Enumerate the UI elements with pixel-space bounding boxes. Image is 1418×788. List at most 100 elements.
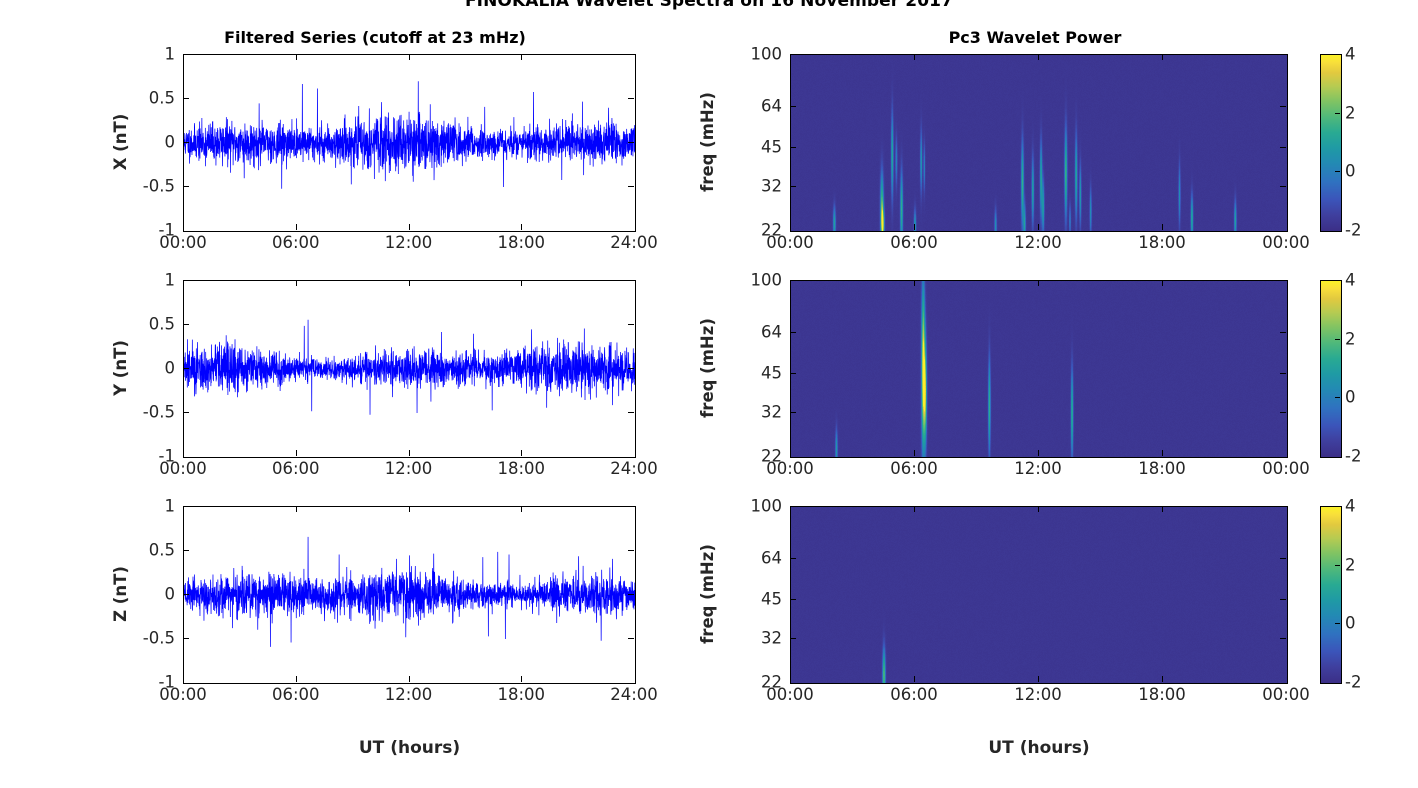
ytick-mark <box>1280 557 1286 559</box>
xtick-label: 00:00 <box>766 459 814 478</box>
yaxis-label-z: Z (nT) <box>111 566 130 622</box>
xtick-label: 06:00 <box>271 233 320 252</box>
xtick-label: 12:00 <box>1014 233 1062 252</box>
timeseries-plot-x[interactable] <box>183 54 636 232</box>
ytick-label: 22 <box>761 446 782 466</box>
xtick-mark <box>521 676 523 682</box>
colorbar-row3[interactable] <box>1320 506 1342 684</box>
ytick-label: 0.5 <box>148 314 175 334</box>
colorbar-tick-label: 4 <box>1345 270 1356 290</box>
wavelet-power-image <box>791 507 1287 683</box>
ytick-label: 100 <box>750 496 783 516</box>
xtick-mark <box>408 506 410 512</box>
xtick-mark <box>408 224 410 230</box>
timeseries-trace <box>184 536 635 647</box>
xtick-mark <box>295 450 297 456</box>
xtick-mark <box>914 450 915 456</box>
ytick-mark <box>628 638 634 639</box>
spectra-title-row1: Pc3 Wavelet Power <box>948 28 1122 47</box>
xtick-mark <box>1038 676 1039 682</box>
colorbar-tick-label: 0 <box>1345 161 1356 181</box>
ytick-mark <box>790 638 796 640</box>
timeseries-plot-z[interactable] <box>183 506 636 684</box>
xtick-label: 12:00 <box>1014 459 1062 478</box>
ytick-mark <box>183 368 189 369</box>
xtick-mark <box>408 54 410 60</box>
ytick-mark <box>628 550 634 551</box>
xtick-mark <box>408 676 410 682</box>
xtick-mark <box>914 54 915 60</box>
xtick-mark <box>1038 506 1039 512</box>
ytick-label: 45 <box>761 363 782 383</box>
xtick-mark <box>1162 450 1163 456</box>
colorbar-tick-label: 2 <box>1345 555 1356 575</box>
ytick-mark <box>183 638 189 639</box>
xtick-mark <box>914 280 915 286</box>
colorbar-tick-label: 2 <box>1345 103 1356 123</box>
yaxis-label-x: X (nT) <box>111 113 130 171</box>
ytick-label: 100 <box>750 270 783 290</box>
xtick-label: 24:00 <box>610 459 658 478</box>
ytick-mark <box>1280 331 1286 333</box>
ytick-mark <box>790 331 796 333</box>
xtick-mark <box>1038 280 1039 286</box>
ytick-mark <box>1280 372 1286 374</box>
xtick-label: 12:00 <box>1014 685 1062 704</box>
timeseries-plot-y[interactable] <box>183 280 636 458</box>
xtick-mark <box>521 224 523 230</box>
colorbar-row1[interactable] <box>1320 54 1342 232</box>
xtick-label: 18:00 <box>497 685 546 704</box>
xtick-label: 00:00 <box>159 233 207 252</box>
ytick-label: 0 <box>164 584 176 604</box>
xtick-label: 00:00 <box>1262 685 1310 704</box>
xtick-mark <box>1162 280 1163 286</box>
spectrogram-plot-y[interactable] <box>790 280 1288 458</box>
xtick-label: 00:00 <box>1262 233 1310 252</box>
ytick-label: -0.5 <box>142 628 175 648</box>
ytick-mark <box>183 142 189 143</box>
xtick-label: 12:00 <box>384 233 433 252</box>
xtick-mark <box>1162 506 1163 512</box>
xtick-label: 18:00 <box>1138 685 1186 704</box>
ytick-mark <box>790 186 796 188</box>
spectrogram-plot-z[interactable] <box>790 506 1288 684</box>
xtick-mark <box>521 280 523 286</box>
ytick-mark <box>183 412 189 413</box>
xtick-label: 00:00 <box>159 459 207 478</box>
ytick-mark <box>1280 412 1286 414</box>
xtick-label: 06:00 <box>890 459 938 478</box>
xtick-mark <box>1162 224 1163 230</box>
ytick-label: 64 <box>761 322 782 342</box>
colorbar-tick-mark <box>1335 171 1340 173</box>
xtick-mark <box>408 280 410 286</box>
ytick-mark <box>1280 105 1286 107</box>
ytick-mark <box>790 372 796 374</box>
ytick-mark <box>1280 146 1286 148</box>
ytick-mark <box>1280 638 1286 640</box>
xtick-mark <box>408 450 410 456</box>
ytick-label: -1 <box>158 446 175 466</box>
xtick-label: 06:00 <box>271 685 320 704</box>
xaxis-label-series: UT (hours) <box>358 738 461 758</box>
ytick-mark <box>628 412 634 413</box>
colorbar-tick-label: 4 <box>1345 496 1356 516</box>
colorbar-row2[interactable] <box>1320 280 1342 458</box>
ytick-mark <box>790 412 796 414</box>
colorbar-tick-label: 4 <box>1345 44 1356 64</box>
ytick-label: 32 <box>761 628 782 648</box>
ytick-mark <box>628 368 634 369</box>
colorbar-tick-mark <box>1335 564 1340 566</box>
xtick-label: 12:00 <box>384 459 433 478</box>
ytick-label: 64 <box>761 96 782 116</box>
xtick-mark <box>1162 676 1163 682</box>
spectrogram-plot-x[interactable] <box>790 54 1288 232</box>
ytick-label: -1 <box>158 672 175 692</box>
xtick-label: 00:00 <box>766 685 814 704</box>
xtick-label: 24:00 <box>610 685 658 704</box>
xaxis-label-spectra: UT (hours) <box>988 738 1090 758</box>
ytick-label: 32 <box>761 402 782 422</box>
xtick-mark <box>914 676 915 682</box>
xtick-label: 00:00 <box>1262 459 1310 478</box>
ytick-mark <box>183 98 189 99</box>
